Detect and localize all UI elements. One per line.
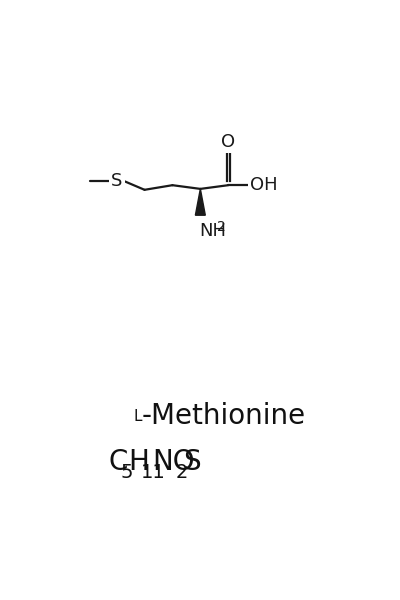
Text: -Methionine: -Methionine — [142, 402, 306, 430]
Polygon shape — [195, 189, 205, 215]
Text: 2: 2 — [217, 220, 226, 234]
Text: H: H — [129, 448, 150, 476]
Text: NH: NH — [199, 222, 226, 240]
Text: O: O — [221, 133, 235, 151]
Text: C: C — [109, 448, 128, 476]
Text: 5: 5 — [121, 463, 133, 482]
Text: S: S — [183, 448, 201, 476]
Text: 2: 2 — [176, 463, 188, 482]
Text: L: L — [134, 409, 142, 424]
Text: OH: OH — [250, 176, 278, 194]
Text: S: S — [111, 172, 122, 190]
Text: NO: NO — [152, 448, 195, 476]
Text: 11: 11 — [141, 463, 166, 482]
